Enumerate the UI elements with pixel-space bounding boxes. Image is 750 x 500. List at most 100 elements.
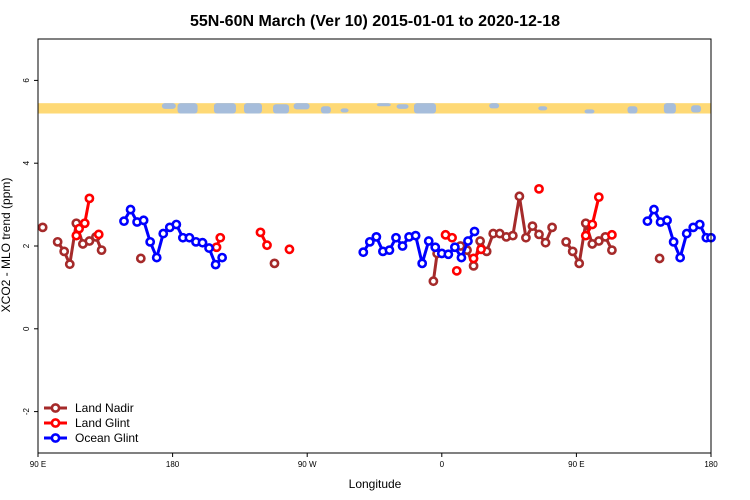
x-tick-label: 90 E: [30, 460, 46, 469]
data-point: [384, 245, 395, 256]
data-point: [79, 218, 90, 229]
data-point: [540, 237, 551, 248]
data-point: [468, 260, 479, 271]
data-point: [52, 236, 63, 247]
data-point: [469, 226, 480, 237]
data-point: [662, 215, 672, 226]
y-tick-label: 2: [22, 243, 31, 248]
map-strip-ocean: [273, 104, 290, 114]
x-tick-label: 180: [704, 460, 718, 469]
data-point: [204, 243, 214, 253]
data-point: [443, 249, 454, 260]
data-point: [217, 252, 228, 263]
y-tick-label: 0: [22, 326, 31, 331]
map-strip-ocean: [376, 103, 391, 107]
data-point: [64, 259, 75, 270]
y-axis-label: XCO2 - MLO trend (ppm): [0, 178, 13, 313]
series-ocean-glint: [119, 204, 716, 270]
data-point: [371, 231, 382, 242]
data-point: [447, 232, 457, 243]
map-strip-ocean: [396, 104, 409, 109]
chart-title: 55N-60N March (Ver 10) 2015-01-01 to 202…: [190, 13, 560, 30]
map-strip-ocean: [213, 103, 236, 114]
data-point: [580, 230, 591, 241]
legend-marker: [50, 418, 61, 428]
data-point: [593, 192, 604, 203]
legend-marker: [50, 403, 61, 413]
data-point: [607, 245, 617, 256]
data-point: [642, 216, 653, 227]
legend-label: Ocean Glint: [75, 431, 139, 445]
data-point: [255, 227, 266, 238]
legend-item: Ocean Glint: [44, 431, 139, 445]
x-tick-label: 90 W: [298, 460, 317, 469]
data-point: [262, 240, 272, 251]
data-point: [668, 236, 679, 247]
map-strip-ocean: [538, 106, 548, 111]
data-point: [527, 221, 538, 232]
series-line: [584, 196, 601, 237]
data-point: [463, 236, 473, 246]
legend-label: Land Nadir: [75, 401, 134, 415]
data-point: [587, 219, 598, 230]
data-point: [574, 258, 585, 269]
map-strip-ocean: [584, 109, 595, 114]
data-point: [417, 258, 428, 269]
x-tick-label: 0: [440, 460, 445, 469]
data-point: [521, 232, 531, 243]
data-point: [561, 236, 572, 247]
data-point: [197, 237, 208, 248]
legend-marker: [50, 433, 61, 443]
data-point: [158, 228, 169, 239]
x-tick-label: 180: [166, 460, 180, 469]
data-point: [567, 246, 578, 257]
data-point: [475, 236, 486, 246]
data-point: [514, 191, 525, 202]
data-point: [84, 236, 95, 246]
data-point: [534, 183, 544, 194]
axes-layer: 90 E 180 90 W 0 90 E 180 -2 0 2 4 6: [22, 78, 718, 469]
map-strip-ocean: [177, 103, 198, 114]
data-point: [125, 204, 136, 215]
data-point: [37, 222, 48, 233]
series-line: [646, 208, 711, 260]
map-strip-ocean: [340, 108, 349, 113]
data-point: [93, 229, 104, 240]
map-strip-ocean: [243, 103, 262, 114]
data-point: [675, 252, 686, 263]
x-axis-label: Longitude: [349, 477, 402, 491]
data-point: [694, 219, 705, 230]
data-point: [681, 228, 692, 239]
data-point: [135, 253, 146, 264]
data-point: [151, 252, 162, 263]
data-point: [430, 242, 441, 253]
data-point: [649, 204, 659, 215]
data-point: [145, 236, 156, 247]
map-strip-ocean: [320, 106, 331, 114]
data-point: [534, 229, 544, 240]
data-point: [184, 232, 195, 243]
data-point: [211, 242, 222, 253]
map-strip-ocean: [161, 103, 176, 109]
map-strip-ocean: [627, 106, 638, 114]
map-strip-ocean: [413, 103, 436, 114]
data-point: [451, 265, 462, 276]
data-point: [210, 259, 221, 270]
data-point: [410, 230, 421, 241]
data-point: [476, 244, 486, 255]
data-point: [171, 219, 182, 230]
legend-label: Land Glint: [75, 416, 130, 430]
y-tick-label: -2: [22, 407, 31, 415]
map-strip-ocean: [663, 103, 676, 114]
data-point: [423, 236, 434, 246]
data-point: [397, 241, 408, 251]
map-strip-ocean: [691, 105, 702, 113]
data-point: [96, 245, 107, 256]
data-point: [138, 215, 149, 226]
legend-item: Land Glint: [44, 416, 130, 430]
data-point: [364, 236, 375, 247]
data-point: [468, 253, 479, 264]
y-tick-label: 4: [22, 160, 31, 165]
data-point: [215, 232, 226, 243]
